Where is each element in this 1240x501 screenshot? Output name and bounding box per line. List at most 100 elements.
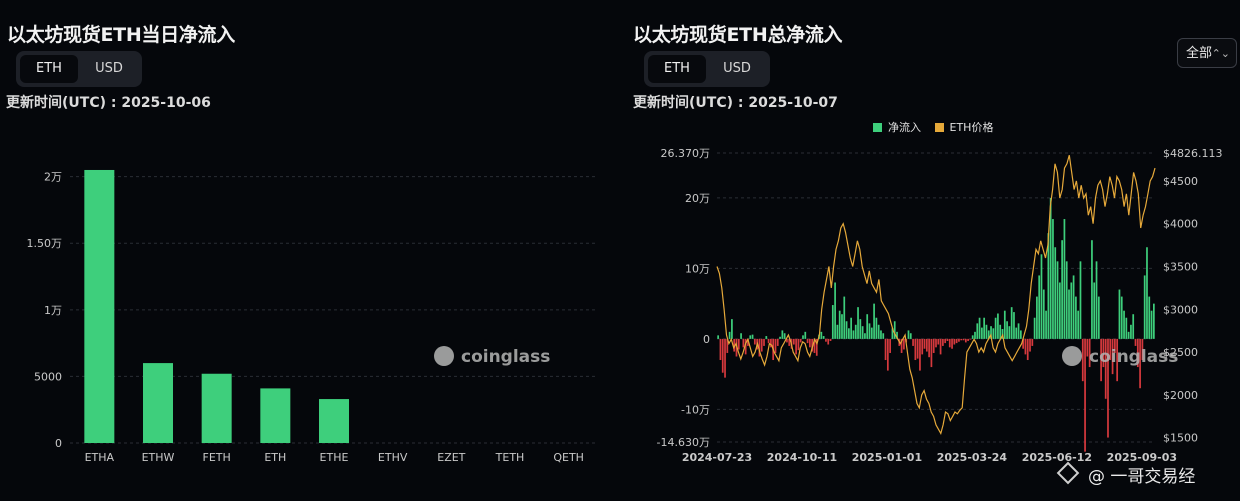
flow-bar [1047,233,1050,339]
flow-bar [735,338,738,357]
flow-bar [1061,240,1063,339]
x-tick-label: ETHE [320,451,349,464]
bar [319,399,349,443]
flow-bar [1010,307,1013,339]
y-left-tick-label: -14.630万 [657,436,710,449]
flow-bar [1100,338,1102,382]
flow-bar [1109,338,1112,361]
y-tick-label: 0 [55,437,62,450]
flow-bar [939,338,942,355]
toggle-usd-button[interactable]: USD [95,61,123,76]
flow-bar [1150,310,1153,339]
flow-bar [1024,338,1027,355]
y-left-tick-label: 0 [703,333,710,346]
flow-bar [847,328,850,339]
flow-bar [1040,254,1043,339]
flow-bar [1045,310,1047,339]
flow-bar [937,338,940,345]
flow-bar [1075,296,1077,339]
toggle-eth-button[interactable]: ETH [648,55,706,83]
flow-bar [923,338,926,349]
diamond-icon [1056,461,1080,485]
legend-item-price[interactable]: ETH价格 [934,119,993,135]
flow-bar [861,326,864,339]
flow-bar [958,338,960,342]
flow-bar [1146,247,1148,339]
flow-bar [877,324,880,339]
y-tick-label: 5000 [34,370,62,383]
flow-bar [1049,197,1052,339]
flow-bar [1148,296,1151,339]
flow-bar [914,338,917,361]
flow-bar [728,331,731,339]
flow-bar [944,338,947,344]
flow-bar [1111,338,1114,375]
flow-bar [767,338,770,344]
toggle-eth-button[interactable]: ETH [20,55,78,83]
flow-bar [1091,240,1093,339]
flow-bar [1013,312,1015,339]
y-tick-label: 2万 [44,171,62,184]
flow-bar [971,335,974,339]
flow-bar [1019,330,1022,339]
flow-bar [1026,338,1029,361]
flow-bar [900,338,903,353]
x-tick-label: 2025-03-24 [937,451,1008,464]
flow-bar [825,338,827,342]
flow-bar [925,338,928,352]
x-tick-label: 2025-09-03 [1107,451,1177,464]
flow-bar [1065,261,1068,339]
range-select[interactable]: 全部 ⌃⌄ [1177,38,1237,68]
x-tick-label: TETH [495,451,525,464]
flow-bar [981,327,983,339]
flow-bar [1001,329,1004,339]
flow-bar [884,338,887,361]
flow-bar [891,328,894,339]
flow-bar [1008,326,1011,339]
x-tick-label: FETH [203,451,231,464]
flow-bar [889,338,891,353]
flow-bar [919,338,921,371]
flow-bar [1136,338,1139,368]
flow-bar [953,338,956,345]
flow-bar [857,307,859,339]
flow-bar [1068,289,1070,339]
y-left-tick-label: 26.370万 [661,147,711,160]
flow-bar [866,314,869,339]
flow-bar [1114,338,1116,353]
flow-bar [721,338,724,373]
flow-bar [1036,296,1038,339]
flow-bar [809,338,811,348]
flow-bar [948,338,951,348]
x-tick-label: QETH [553,451,584,464]
flow-bar [955,338,958,344]
flow-bar [1086,338,1089,357]
flow-bar [717,335,720,339]
flow-bar [1017,323,1020,339]
flow-bar [1132,314,1135,339]
flow-bar [1056,261,1059,339]
flow-bar [1116,338,1119,382]
flow-bar [974,331,976,339]
flow-bar [795,338,797,355]
flow-bar [1031,338,1034,346]
flow-bar [1134,338,1137,346]
toggle-usd-button[interactable]: USD [723,61,751,76]
flow-bar [758,338,761,357]
flow-bar [999,324,1002,339]
flow-bar [896,331,898,339]
flow-bar [1125,317,1128,339]
y-right-tick-label: $1500 [1163,432,1198,445]
bar [84,169,115,443]
range-select-value: 全部 [1186,46,1213,61]
flow-bar [841,314,843,339]
flow-bar [1152,303,1155,339]
flow-bar [737,338,740,350]
legend-item-inflow[interactable]: 净流入 [873,119,921,135]
x-tick-label: ETHA [85,451,115,464]
flow-bar [1141,338,1144,361]
flow-bar [987,330,990,339]
updated-time: 更新时间(UTC) : 2025-10-06 [6,95,211,111]
coinglass-logo-icon [1062,346,1082,366]
flow-bar [1052,219,1054,339]
